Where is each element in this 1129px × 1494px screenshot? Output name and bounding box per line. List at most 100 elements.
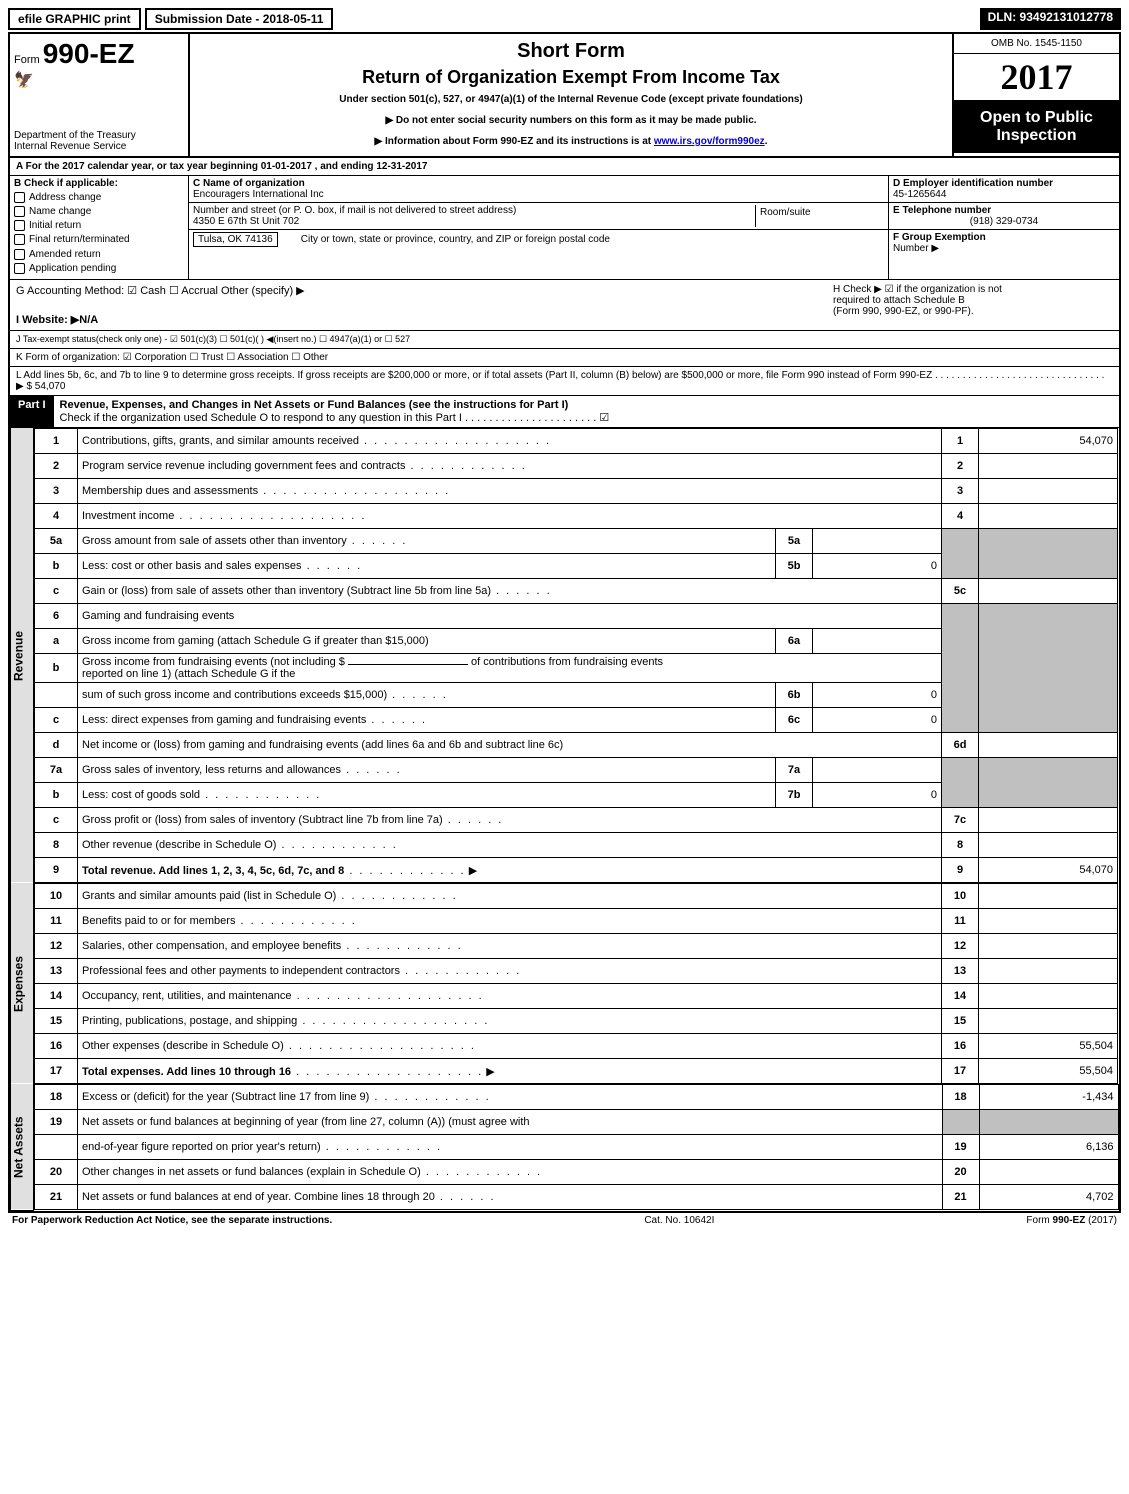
line-4: 4 Investment income 4 — [35, 504, 1118, 529]
line-4-amt — [979, 504, 1118, 529]
efile-print-button[interactable]: efile GRAPHIC print — [8, 8, 141, 30]
line-1-num: 1 — [35, 429, 78, 454]
open-public-line1: Open to Public — [958, 109, 1115, 127]
line-7ab-grey — [942, 758, 979, 808]
line-16: 16 Other expenses (describe in Schedule … — [35, 1034, 1118, 1059]
line-18-num: 18 — [35, 1085, 78, 1110]
line-18: 18 Excess or (deficit) for the year (Sub… — [35, 1085, 1119, 1110]
footer-form-pre: Form — [1026, 1215, 1052, 1226]
line-h-3: (Form 990, 990-EZ, or 990-PF). — [833, 306, 1113, 317]
line-15-amt — [979, 1009, 1118, 1034]
part1-title-block: Revenue, Expenses, and Changes in Net As… — [54, 396, 1119, 427]
line-6-num: 6 — [35, 604, 78, 629]
line-10-num: 10 — [35, 884, 78, 909]
line-21-desc: Net assets or fund balances at end of ye… — [82, 1191, 496, 1203]
label-address-change: Address change — [29, 192, 101, 203]
line-8-desc: Other revenue (describe in Schedule O) — [82, 839, 398, 851]
header-left: Form 990-EZ 🦅 Department of the Treasury… — [10, 34, 190, 156]
line-2-rn: 2 — [942, 454, 979, 479]
line-11-num: 11 — [35, 909, 78, 934]
line-5a-num: 5a — [35, 529, 78, 554]
title-return-exempt: Return of Organization Exempt From Incom… — [210, 67, 932, 88]
line-2-desc: Program service revenue including govern… — [82, 460, 527, 472]
line-5c-rn: 5c — [942, 579, 979, 604]
line-13-amt — [979, 959, 1118, 984]
line-5c-amt — [979, 579, 1118, 604]
line-3-amt — [979, 479, 1118, 504]
checkbox-address-change[interactable] — [14, 192, 25, 203]
irs-link[interactable]: www.irs.gov/form990ez — [654, 136, 765, 147]
line-16-amt: 55,504 — [979, 1034, 1118, 1059]
tax-year: 2017 — [954, 54, 1119, 101]
line-12-desc: Salaries, other compensation, and employ… — [82, 940, 463, 952]
label-final-return: Final return/terminated — [29, 235, 130, 246]
title-short-form: Short Form — [210, 40, 932, 63]
part1-table: Revenue 1 Contributions, gifts, grants, … — [10, 428, 1119, 1211]
line-5c-desc: Gain or (loss) from sale of assets other… — [82, 585, 552, 597]
line-5a-mv — [813, 529, 942, 554]
line-18-rn: 18 — [942, 1085, 979, 1110]
line-g-accounting: G Accounting Method: ☑ Cash ☐ Accrual Ot… — [16, 284, 833, 297]
header-right: OMB No. 1545-1150 2017 Open to Public In… — [952, 34, 1119, 156]
line-13-desc: Professional fees and other payments to … — [82, 965, 521, 977]
line-18-amt: -1,434 — [979, 1085, 1118, 1110]
label-ein: D Employer identification number — [893, 178, 1115, 189]
dept-irs: Internal Revenue Service — [14, 141, 184, 152]
line-16-num: 16 — [35, 1034, 78, 1059]
line-4-rn: 4 — [942, 504, 979, 529]
checkbox-application-pending[interactable] — [14, 263, 25, 274]
label-amended-return: Amended return — [29, 249, 101, 260]
line-6b-desc3: reported on line 1) (attach Schedule G i… — [82, 668, 295, 680]
subtitle-under-section: Under section 501(c), 527, or 4947(a)(1)… — [210, 94, 932, 105]
footer-paperwork-notice: For Paperwork Reduction Act Notice, see … — [12, 1215, 332, 1226]
line-10: 10 Grants and similar amounts paid (list… — [35, 884, 1118, 909]
line-3-num: 3 — [35, 479, 78, 504]
line-k-form-org: K Form of organization: ☑ Corporation ☐ … — [10, 349, 1119, 367]
line-8-num: 8 — [35, 833, 78, 858]
line-13-rn: 13 — [942, 959, 979, 984]
line-20-amt — [979, 1160, 1118, 1185]
line-1-rn: 1 — [942, 429, 979, 454]
label-group-exemption: F Group Exemption — [893, 232, 986, 243]
street-address: 4350 E 67th St Unit 702 — [193, 216, 755, 227]
line-19-rn: 19 — [942, 1135, 979, 1160]
line-14-rn: 14 — [942, 984, 979, 1009]
line-6b-mv: 0 — [813, 683, 942, 708]
netassets-section-label: Net Assets — [11, 1084, 34, 1210]
line-5a-mn: 5a — [776, 529, 813, 554]
footer-form-ref: Form 990-EZ (2017) — [1026, 1215, 1117, 1226]
phone-value: (918) 329-0734 — [893, 216, 1115, 227]
line-6d: d Net income or (loss) from gaming and f… — [35, 733, 1118, 758]
line-5b-num: b — [35, 554, 78, 579]
line-7c-num: c — [35, 808, 78, 833]
checkbox-final-return[interactable] — [14, 234, 25, 245]
line-6b-desc1: Gross income from fundraising events (no… — [82, 656, 345, 668]
line-10-rn: 10 — [942, 884, 979, 909]
line-21: 21 Net assets or fund balances at end of… — [35, 1185, 1119, 1210]
checkbox-initial-return[interactable] — [14, 220, 25, 231]
checkbox-name-change[interactable] — [14, 206, 25, 217]
line-j-tax-exempt: J Tax-exempt status(check only one) - ☑ … — [10, 331, 1119, 349]
line-16-rn: 16 — [942, 1034, 979, 1059]
line-6a-desc: Gross income from gaming (attach Schedul… — [78, 629, 776, 654]
line-19-desc2: end-of-year figure reported on prior yea… — [82, 1141, 442, 1153]
checkbox-amended-return[interactable] — [14, 249, 25, 260]
line-5a: 5a Gross amount from sale of assets othe… — [35, 529, 1118, 554]
line-12-rn: 12 — [942, 934, 979, 959]
line-5c-num: c — [35, 579, 78, 604]
form-prefix: Form — [14, 54, 40, 66]
line-3: 3 Membership dues and assessments 3 — [35, 479, 1118, 504]
line-12-amt — [979, 934, 1118, 959]
note-instructions-pre: ▶ Information about Form 990-EZ and its … — [375, 136, 654, 147]
line-18-desc: Excess or (deficit) for the year (Subtra… — [82, 1091, 491, 1103]
line-7ab-grey-amt — [979, 758, 1118, 808]
expenses-section-label: Expenses — [11, 883, 34, 1084]
note-no-ssn: ▶ Do not enter social security numbers o… — [210, 115, 932, 126]
line-17-num: 17 — [35, 1059, 78, 1084]
label-city-state: City or town, state or province, country… — [301, 234, 610, 245]
part1-dots: . . . . . . . . . . . . . . . . . . . . … — [465, 412, 596, 424]
line-13: 13 Professional fees and other payments … — [35, 959, 1118, 984]
open-to-public-badge: Open to Public Inspection — [954, 101, 1119, 153]
line-7a: 7a Gross sales of inventory, less return… — [35, 758, 1118, 783]
line-9-desc: Total revenue. Add lines 1, 2, 3, 4, 5c,… — [82, 865, 344, 877]
